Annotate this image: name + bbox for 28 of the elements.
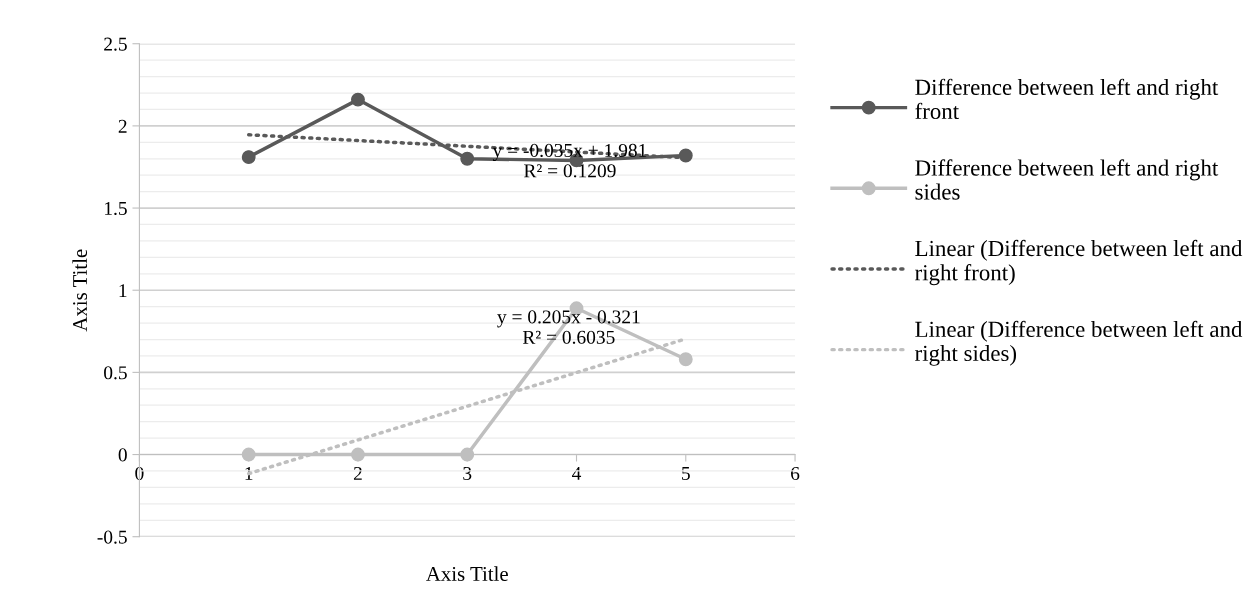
x-axis-title: Axis Title xyxy=(426,566,508,581)
y-tick-label: 2 xyxy=(118,119,127,133)
x-tick-label: 4 xyxy=(572,467,582,480)
x-tick-label: 0 xyxy=(135,466,144,481)
point xyxy=(460,151,475,166)
annotation: y = 0.205x - 0.321 R² = 0.6035 xyxy=(497,310,640,344)
y-tick-label: 2.5 xyxy=(104,37,127,51)
point xyxy=(678,352,693,367)
point xyxy=(351,92,365,107)
y-axis-title: Axis Title xyxy=(72,249,88,332)
x-tick-label: 2 xyxy=(353,466,362,480)
x-tick-label: 6 xyxy=(791,466,800,481)
legend-label: Linear (Difference between left and right front) xyxy=(915,239,1243,286)
point xyxy=(678,148,693,163)
point xyxy=(351,447,365,462)
x-tick-label: 3 xyxy=(463,466,472,481)
legend-label: Difference between left and right front xyxy=(915,78,1219,120)
y-tick-label: -0.5 xyxy=(97,530,127,544)
y-tick-label: 0.5 xyxy=(104,366,127,380)
y-tick-label: 1 xyxy=(119,284,127,297)
point xyxy=(460,447,475,462)
legend-label: Linear (Difference between left and right sides) xyxy=(915,320,1243,366)
x-tick-label: 5 xyxy=(682,467,690,481)
y-tick-label: 1.5 xyxy=(105,201,127,216)
y-tick-label: 0 xyxy=(118,448,127,462)
point xyxy=(241,447,256,462)
point xyxy=(241,150,256,165)
legend-label: Difference between left and right sides xyxy=(915,159,1219,200)
